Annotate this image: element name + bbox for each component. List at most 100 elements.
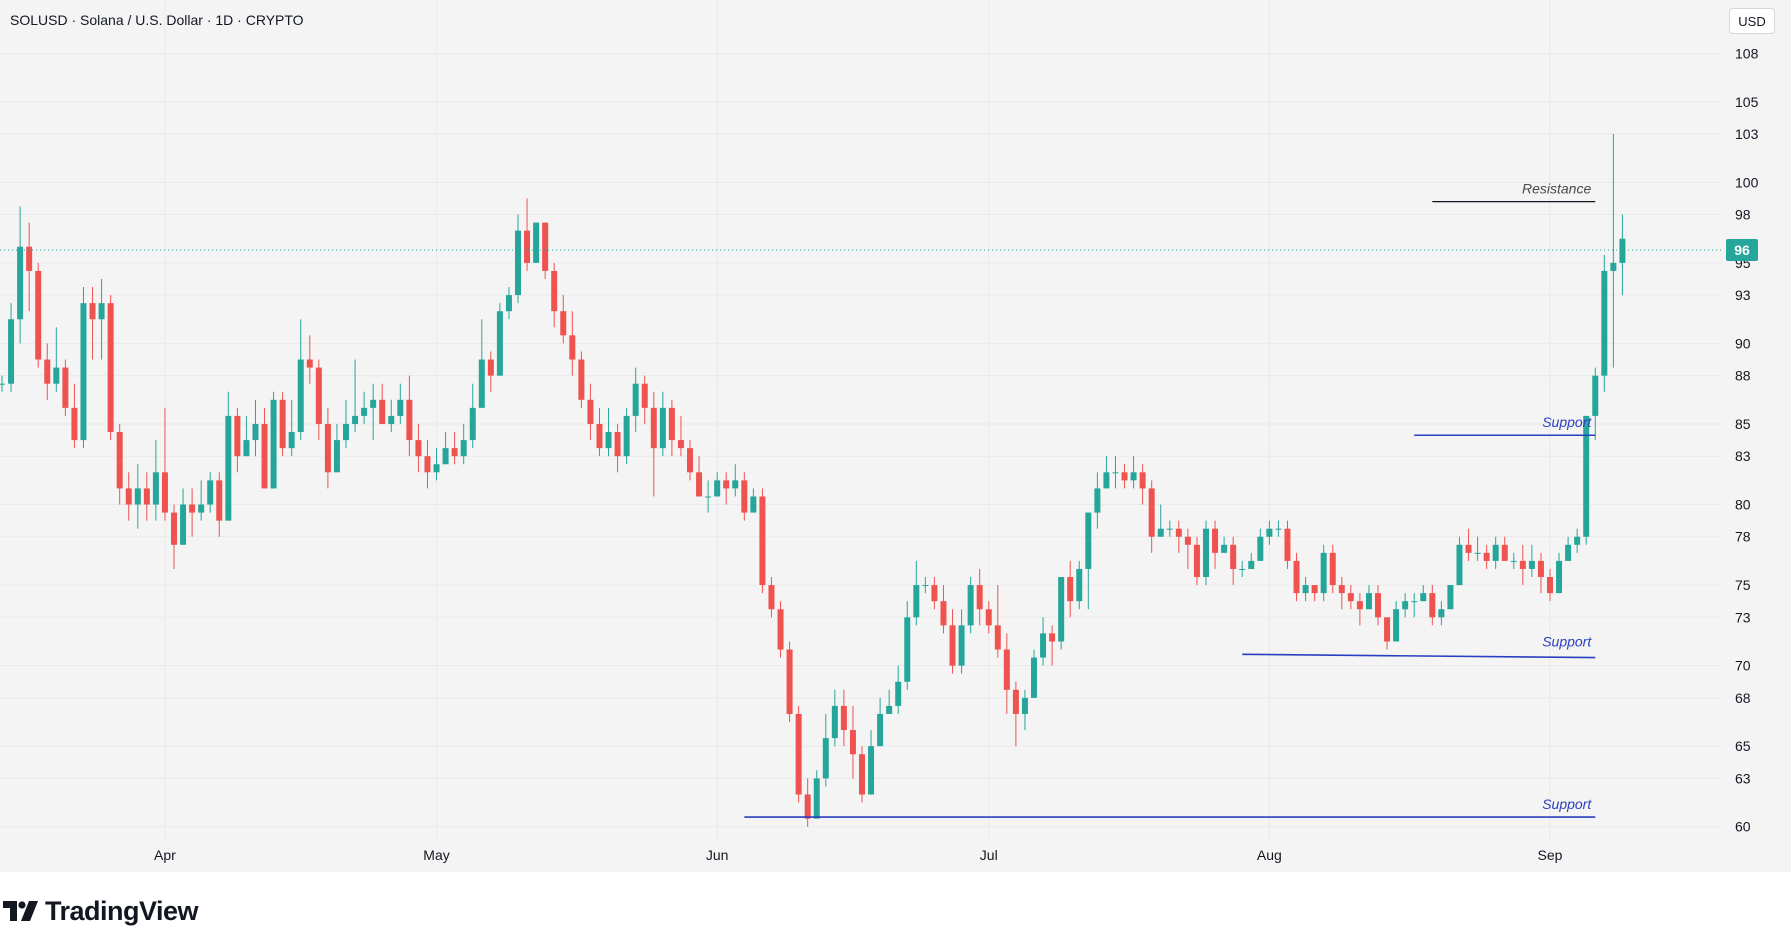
- chart-area[interactable]: 60 63 65 68 70 73 75 78 80 83 85 88 90 93 95 98 100 103 10…: [0, 0, 1791, 872]
- candle-down: [1483, 552, 1490, 561]
- candle-down: [234, 415, 241, 457]
- candle-up: [297, 359, 304, 433]
- candle-down: [949, 625, 956, 666]
- candle-up: [361, 407, 368, 416]
- support-label: Support: [1542, 633, 1592, 649]
- candle-down: [424, 456, 431, 473]
- y-tick-label: 65: [1735, 738, 1751, 754]
- x-tick-label: Jul: [980, 847, 998, 863]
- candle-up: [134, 488, 141, 505]
- symbol-title: SOLUSD · Solana / U.S. Dollar · 1D · CRY…: [10, 12, 304, 28]
- candle-down: [1519, 560, 1526, 569]
- candle-up: [1085, 512, 1092, 569]
- y-tick-label: 103: [1735, 126, 1759, 142]
- candle-down: [940, 601, 947, 626]
- candle-up: [252, 423, 259, 441]
- candle-down: [1193, 544, 1200, 578]
- candle-up: [388, 415, 395, 424]
- candle-up: [922, 585, 929, 587]
- support-label: Support: [1542, 796, 1592, 812]
- candle-up: [270, 399, 277, 489]
- candle-up: [822, 738, 829, 779]
- candle-up: [1619, 238, 1626, 263]
- candle-up: [1166, 528, 1173, 530]
- y-tick-label: 60: [1735, 819, 1751, 835]
- candle-up: [958, 625, 965, 666]
- candle-up: [370, 399, 377, 408]
- candle-up: [1393, 609, 1400, 642]
- candle-up: [1592, 375, 1599, 416]
- candle-up: [1610, 262, 1617, 271]
- brand-name: TradingView: [45, 896, 199, 926]
- candle-down: [560, 311, 567, 336]
- y-tick-label: 63: [1735, 770, 1751, 786]
- candle-up: [623, 415, 630, 457]
- candle-down: [161, 472, 168, 513]
- candle-down: [62, 367, 69, 408]
- candle-up: [1021, 697, 1028, 714]
- x-tick-label: Jun: [706, 847, 729, 863]
- candle-down: [1537, 560, 1544, 578]
- candle-down: [171, 512, 177, 545]
- candle-up: [1103, 472, 1110, 489]
- candle-up: [895, 681, 902, 706]
- candle-up: [659, 407, 666, 449]
- candle-up: [913, 585, 920, 618]
- price-chart[interactable]: 6063656870737578808385889093959810010310…: [0, 0, 1791, 872]
- candle-down: [759, 496, 766, 586]
- candle-down: [795, 713, 802, 795]
- candle-up: [1447, 585, 1454, 610]
- y-tick-label: 98: [1735, 207, 1751, 223]
- candle-down: [35, 270, 42, 360]
- candle-up: [1094, 488, 1101, 513]
- candle-up: [1266, 528, 1273, 537]
- candle-up: [1248, 560, 1255, 569]
- candle-up: [1203, 528, 1209, 578]
- candle-up: [1031, 657, 1037, 698]
- candle-down: [1230, 544, 1237, 569]
- candle-down: [1311, 585, 1318, 594]
- candle-up: [397, 399, 404, 416]
- candle-down: [551, 270, 558, 312]
- candle-up: [515, 230, 521, 296]
- candle-up: [1556, 560, 1563, 594]
- candle-down: [1067, 577, 1074, 602]
- candle-down: [379, 399, 386, 424]
- candle-up: [1456, 544, 1463, 586]
- y-tick-label: 75: [1735, 577, 1751, 593]
- candle-up: [288, 432, 295, 449]
- y-tick-label: 93: [1735, 287, 1751, 303]
- tradingview-brand[interactable]: TradingView: [3, 896, 199, 927]
- candle-down: [89, 303, 96, 320]
- candle-up: [505, 295, 512, 312]
- candle-up: [17, 246, 24, 320]
- y-tick-label: 88: [1735, 368, 1751, 384]
- currency-button[interactable]: USD: [1729, 8, 1775, 34]
- candle-up: [207, 480, 214, 505]
- support-line[interactable]: [1242, 653, 1596, 659]
- candle-up: [152, 472, 159, 505]
- candle-down: [859, 754, 865, 795]
- candle-down: [786, 649, 793, 714]
- tradingview-logo-icon: [3, 900, 38, 921]
- candle-down: [1293, 560, 1300, 594]
- candle-up: [0, 383, 5, 385]
- candle-down: [1148, 488, 1155, 537]
- candle-down: [994, 625, 1001, 650]
- resistance-label: Resistance: [1522, 181, 1591, 197]
- candle-down: [976, 585, 983, 610]
- candle-up: [1420, 593, 1427, 602]
- candle-down: [1356, 601, 1363, 610]
- y-tick-label: 108: [1735, 45, 1759, 61]
- candle-up: [1565, 544, 1572, 561]
- candle-up: [433, 464, 440, 473]
- candle-up: [1257, 536, 1264, 561]
- candle-up: [813, 778, 820, 819]
- candle-up: [714, 480, 721, 497]
- last-price-label: 96: [1734, 242, 1750, 258]
- candle-up: [1040, 633, 1047, 658]
- candle-up: [1302, 585, 1309, 594]
- footer: [0, 872, 1791, 947]
- candle-down: [569, 335, 576, 360]
- candle-down: [1212, 528, 1219, 553]
